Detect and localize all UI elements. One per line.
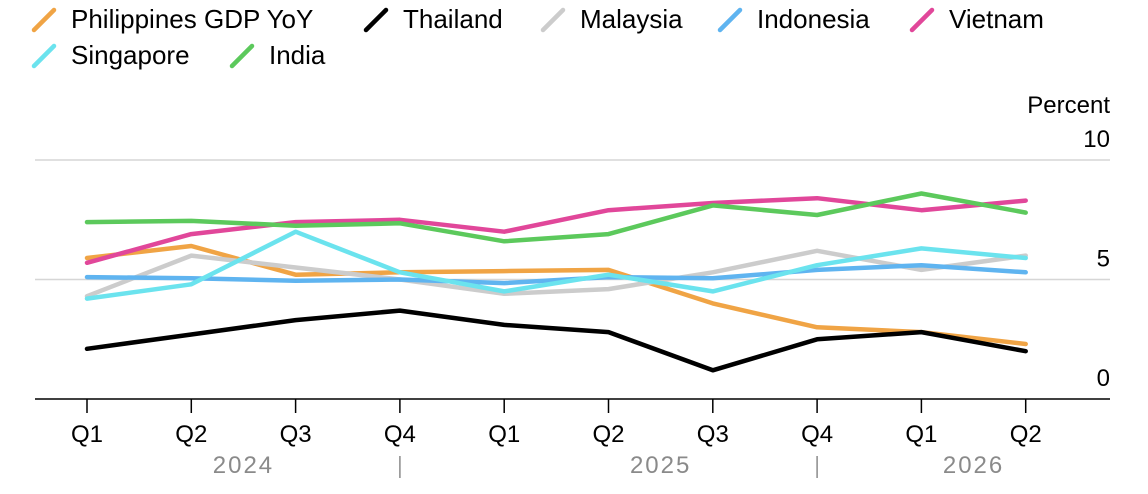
x-tick-label: Q4 xyxy=(801,421,833,448)
legend-swatch xyxy=(717,7,743,33)
legend-swatch xyxy=(229,43,255,69)
year-label: 2026 xyxy=(943,452,1004,479)
x-tick-label: Q2 xyxy=(175,421,207,448)
legend-item-india: India xyxy=(229,40,326,70)
legend-label: Malaysia xyxy=(580,4,683,34)
x-tick-label: Q3 xyxy=(280,421,312,448)
x-tick-label: Q4 xyxy=(384,421,416,448)
legend-item-thailand: Thailand xyxy=(363,4,503,34)
x-tick-label: Q3 xyxy=(697,421,729,448)
series-line-indonesia xyxy=(84,262,1028,286)
legend-item-indonesia: Indonesia xyxy=(717,4,870,34)
series-lines xyxy=(84,191,1028,373)
legend-item-malaysia: Malaysia xyxy=(540,4,683,34)
x-tick-label: Q1 xyxy=(488,421,520,448)
legend-swatch xyxy=(31,43,57,69)
x-tick-label: Q1 xyxy=(905,421,937,448)
legend-item-singapore: Singapore xyxy=(31,40,190,70)
y-axis-label: Percent xyxy=(1027,92,1110,119)
legend: Philippines GDP YoY Thailand Malaysia Indon… xyxy=(31,4,1044,70)
x-tick-label: Q2 xyxy=(1010,421,1042,448)
legend-label: Philippines GDP YoY xyxy=(71,4,313,34)
y-tick-label: 10 xyxy=(1083,126,1110,153)
x-tick-label: Q2 xyxy=(592,421,624,448)
legend-label: Singapore xyxy=(71,40,190,70)
legend-swatch xyxy=(363,7,389,33)
series-line-malaysia xyxy=(84,248,1028,299)
year-label: 2024 xyxy=(213,452,274,479)
legend-swatch xyxy=(31,7,57,33)
legend-label: Indonesia xyxy=(757,4,870,34)
legend-label: Thailand xyxy=(403,4,503,34)
legend-item-philippines-gdp-yoy: Philippines GDP YoY xyxy=(31,4,313,34)
series-line-thailand xyxy=(84,308,1028,373)
legend-swatch xyxy=(909,7,935,33)
x-tick-label: Q1 xyxy=(71,421,103,448)
y-axis: Percent 0 5 10 xyxy=(1027,92,1110,392)
legend-swatch xyxy=(540,7,566,33)
y-tick-label: 0 xyxy=(1097,365,1110,392)
legend-item-vietnam: Vietnam xyxy=(909,4,1044,34)
legend-label: Vietnam xyxy=(949,4,1044,34)
year-label: 2025 xyxy=(630,452,691,479)
series-line-singapore xyxy=(84,229,1028,301)
series-line-india xyxy=(84,191,1028,244)
legend-label: India xyxy=(269,40,326,70)
y-tick-label: 5 xyxy=(1097,246,1110,273)
